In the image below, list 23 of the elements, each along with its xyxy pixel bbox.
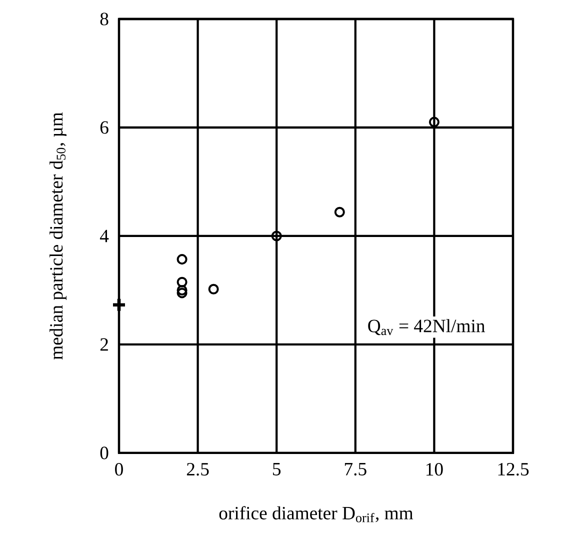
point xyxy=(176,254,188,265)
point xyxy=(208,284,219,294)
y-tick-label: 2 xyxy=(100,338,108,351)
y-axis-title: median particle diameter d$_{50}$, µm xyxy=(50,112,66,360)
x-tick-label: 12.5 xyxy=(498,463,529,476)
y-tick-label: 6 xyxy=(100,121,108,134)
x-tick-label: 0 xyxy=(115,463,123,476)
y-tick-label: 4 xyxy=(100,230,109,242)
point xyxy=(428,116,440,128)
x-tick-label: 5 xyxy=(273,463,281,476)
annotation: Q$_{av}$ = 42Nl/min xyxy=(368,319,485,336)
point xyxy=(334,206,345,218)
point xyxy=(176,288,188,298)
x-axis-title: orifice diameter D$_{orif}$, mm xyxy=(219,506,414,522)
point xyxy=(176,284,188,296)
y-tick-label: 8 xyxy=(100,12,108,26)
y-tick-label: 0 xyxy=(100,446,108,460)
point xyxy=(271,230,282,242)
x-tick-label: 2.5 xyxy=(186,463,209,476)
point xyxy=(176,276,188,288)
x-tick-label: 10 xyxy=(426,463,443,476)
x-tick-label: 7.5 xyxy=(344,463,366,476)
point xyxy=(111,297,127,313)
